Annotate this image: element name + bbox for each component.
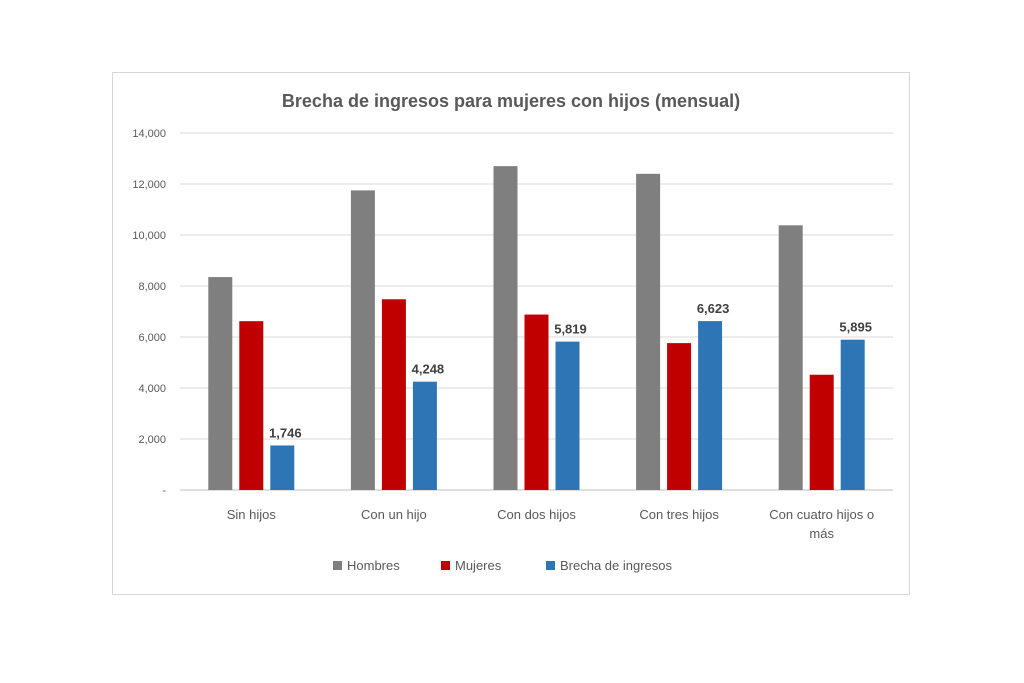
y-tick-label: 2,000 [138, 434, 166, 446]
data-labels: 1,746 4,248 5,819 6,623 5,895 [269, 301, 872, 440]
bar-hombres [350, 190, 375, 490]
x-category-label: Con un hijo [361, 507, 427, 522]
y-tick-label: 12,000 [132, 179, 166, 191]
y-tick-label: 8,000 [138, 281, 166, 293]
y-axis-ticks: - 2,000 4,000 6,000 8,000 10,000 12,000 14,000 [132, 128, 166, 497]
legend-label: Hombres [347, 558, 400, 573]
x-category-label: Con tres hijos [639, 507, 719, 522]
bar-brecha-de-ingresos [555, 341, 580, 490]
bar-hombres [493, 166, 518, 490]
x-axis-categories: Sin hijos Con un hijo Con dos hijos Con tre… [227, 507, 874, 541]
bar-brecha-de-ingresos [412, 381, 437, 490]
data-label: 5,819 [554, 322, 587, 337]
y-tick-label: 10,000 [132, 230, 166, 242]
x-category-label: Con cuatro hijos o [769, 507, 874, 522]
bar-mujeres [239, 321, 264, 490]
data-label: 5,895 [839, 320, 872, 335]
y-tick-label: 4,000 [138, 383, 166, 395]
data-label: 1,746 [269, 425, 302, 440]
data-label: 6,623 [697, 301, 730, 316]
legend-label: Mujeres [455, 558, 502, 573]
bar-hombres [778, 225, 803, 490]
y-tick-label: - [162, 485, 166, 497]
bars [208, 166, 865, 491]
bar-brecha-de-ingresos [698, 321, 723, 490]
legend-swatch [333, 561, 342, 570]
bar-hombres [208, 277, 233, 490]
bar-mujeres [667, 343, 692, 490]
data-label: 4,248 [412, 362, 445, 377]
chart-title: Brecha de ingresos para mujeres con hijo… [282, 91, 740, 111]
x-category-label: Sin hijos [227, 507, 277, 522]
bar-mujeres [381, 299, 406, 490]
bar-hombres [636, 173, 661, 491]
bar-brecha-de-ingresos [270, 445, 295, 490]
legend-swatch [441, 561, 450, 570]
bar-mujeres [524, 314, 549, 490]
legend-swatch [546, 561, 555, 570]
gridlines [180, 132, 893, 491]
legend-label: Brecha de ingresos [560, 558, 673, 573]
y-tick-label: 6,000 [138, 332, 166, 344]
x-category-label: más [809, 526, 834, 541]
y-tick-label: 14,000 [132, 128, 166, 140]
x-category-label: Con dos hijos [497, 507, 576, 522]
legend: Hombres Mujeres Brecha de ingresos [333, 558, 673, 573]
bar-mujeres [809, 374, 834, 490]
bar-brecha-de-ingresos [840, 339, 865, 490]
